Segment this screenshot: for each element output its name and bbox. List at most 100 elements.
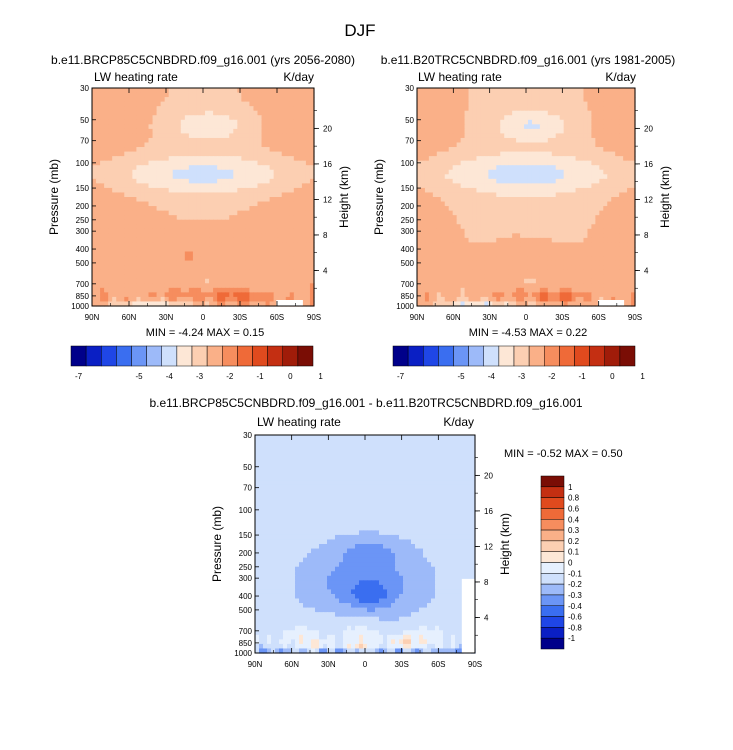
heatmap-cell xyxy=(465,115,470,120)
heatmap-cell xyxy=(136,215,141,220)
heatmap-cell xyxy=(603,229,608,234)
heatmap-cell xyxy=(173,270,178,275)
heatmap-cell xyxy=(96,97,101,102)
heatmap-cell xyxy=(583,224,588,229)
heatmap-cell xyxy=(627,233,632,238)
heatmap-cell xyxy=(181,143,186,148)
heatmap-cell xyxy=(484,138,489,143)
heatmap-cell xyxy=(140,233,145,238)
heatmap-cell xyxy=(96,156,101,161)
heatmap-cell xyxy=(189,124,194,129)
heatmap-cell xyxy=(461,229,466,234)
heatmap-cell xyxy=(619,102,624,107)
heatmap-cell xyxy=(128,129,133,134)
heatmap-cell xyxy=(96,165,101,170)
heatmap-cell xyxy=(548,88,553,93)
heatmap-cell xyxy=(282,202,287,207)
heatmap-cell xyxy=(580,224,585,229)
heatmap-cell xyxy=(193,202,198,207)
heatmap-cell xyxy=(270,261,275,266)
heatmap-cell xyxy=(161,124,166,129)
heatmap-cell xyxy=(516,161,521,166)
heatmap-cell xyxy=(445,215,450,220)
heatmap-cell xyxy=(445,256,450,261)
heatmap-cell xyxy=(298,247,303,252)
heatmap-cell xyxy=(278,274,283,279)
heatmap-cell xyxy=(583,152,588,157)
heatmap-cell xyxy=(193,120,198,125)
heatmap-cell xyxy=(421,179,426,184)
pressure-tick-label: 500 xyxy=(76,259,90,268)
heatmap-cell xyxy=(516,129,521,134)
heatmap-cell xyxy=(221,183,226,188)
heatmap-cell xyxy=(488,115,493,120)
heatmap-cell xyxy=(548,183,553,188)
heatmap-cell xyxy=(229,156,234,161)
heatmap-cell xyxy=(266,120,271,125)
heatmap-cell xyxy=(532,192,537,197)
heatmap-cell xyxy=(229,265,234,270)
heatmap-cell xyxy=(169,147,174,152)
heatmap-cell xyxy=(225,174,230,179)
heatmap-cell xyxy=(437,129,442,134)
heatmap-cell xyxy=(556,88,561,93)
heatmap-cell xyxy=(213,252,218,257)
heatmap-cell xyxy=(512,102,517,107)
heatmap-cell xyxy=(266,88,271,93)
heatmap-cell xyxy=(229,288,234,293)
heatmap-cell xyxy=(536,179,541,184)
heatmap-cell xyxy=(132,115,137,120)
heatmap-cell xyxy=(560,133,565,138)
heatmap-cell xyxy=(524,265,529,270)
heatmap-cell xyxy=(185,229,190,234)
heatmap-cell xyxy=(548,170,553,175)
heatmap-cell xyxy=(421,224,426,229)
heatmap-cell xyxy=(587,120,592,125)
heatmap-cell xyxy=(165,283,170,288)
heatmap-cell xyxy=(136,147,141,152)
heatmap-cell xyxy=(504,102,509,107)
heatmap-cell xyxy=(278,220,283,225)
heatmap-cell xyxy=(225,102,230,107)
heatmap-cell xyxy=(484,242,489,247)
heatmap-cell xyxy=(189,283,194,288)
heatmap-cell xyxy=(484,170,489,175)
heatmap-cell xyxy=(181,224,186,229)
heatmap-cell xyxy=(213,256,218,261)
heatmap-cell xyxy=(274,197,279,202)
heatmap-cell xyxy=(132,238,137,243)
heatmap-cell xyxy=(157,261,162,266)
heatmap-cell xyxy=(302,120,307,125)
heatmap-cell xyxy=(290,270,295,275)
heatmap-cell xyxy=(572,143,577,148)
heatmap-cell xyxy=(278,156,283,161)
heatmap-cell xyxy=(433,170,438,175)
heatmap-cell xyxy=(583,133,588,138)
heatmap-cell xyxy=(576,206,581,211)
heatmap-cell xyxy=(266,274,271,279)
heatmap-cell xyxy=(262,147,267,152)
heatmap-cell xyxy=(282,161,287,166)
heatmap-cell xyxy=(611,183,616,188)
heatmap-cell xyxy=(583,170,588,175)
heatmap-cell xyxy=(480,247,485,252)
heatmap-cell xyxy=(270,120,275,125)
heatmap-cell xyxy=(465,152,470,157)
heatmap-cell xyxy=(607,229,612,234)
heatmap-cell xyxy=(169,288,174,293)
heatmap-cell xyxy=(266,129,271,134)
heatmap-cell xyxy=(237,102,242,107)
heatmap-cell xyxy=(205,233,210,238)
heatmap-cell xyxy=(607,211,612,216)
heatmap-cell xyxy=(136,247,141,252)
heatmap-cell xyxy=(607,111,612,116)
heatmap-cell xyxy=(128,279,133,284)
heatmap-cell xyxy=(445,270,450,275)
heatmap-cell xyxy=(189,115,194,120)
heatmap-cell xyxy=(587,215,592,220)
heatmap-cell xyxy=(560,147,565,152)
heatmap-cell xyxy=(556,265,561,270)
heatmap-cell xyxy=(96,102,101,107)
heatmap-cell xyxy=(249,179,254,184)
heatmap-cell xyxy=(492,170,497,175)
